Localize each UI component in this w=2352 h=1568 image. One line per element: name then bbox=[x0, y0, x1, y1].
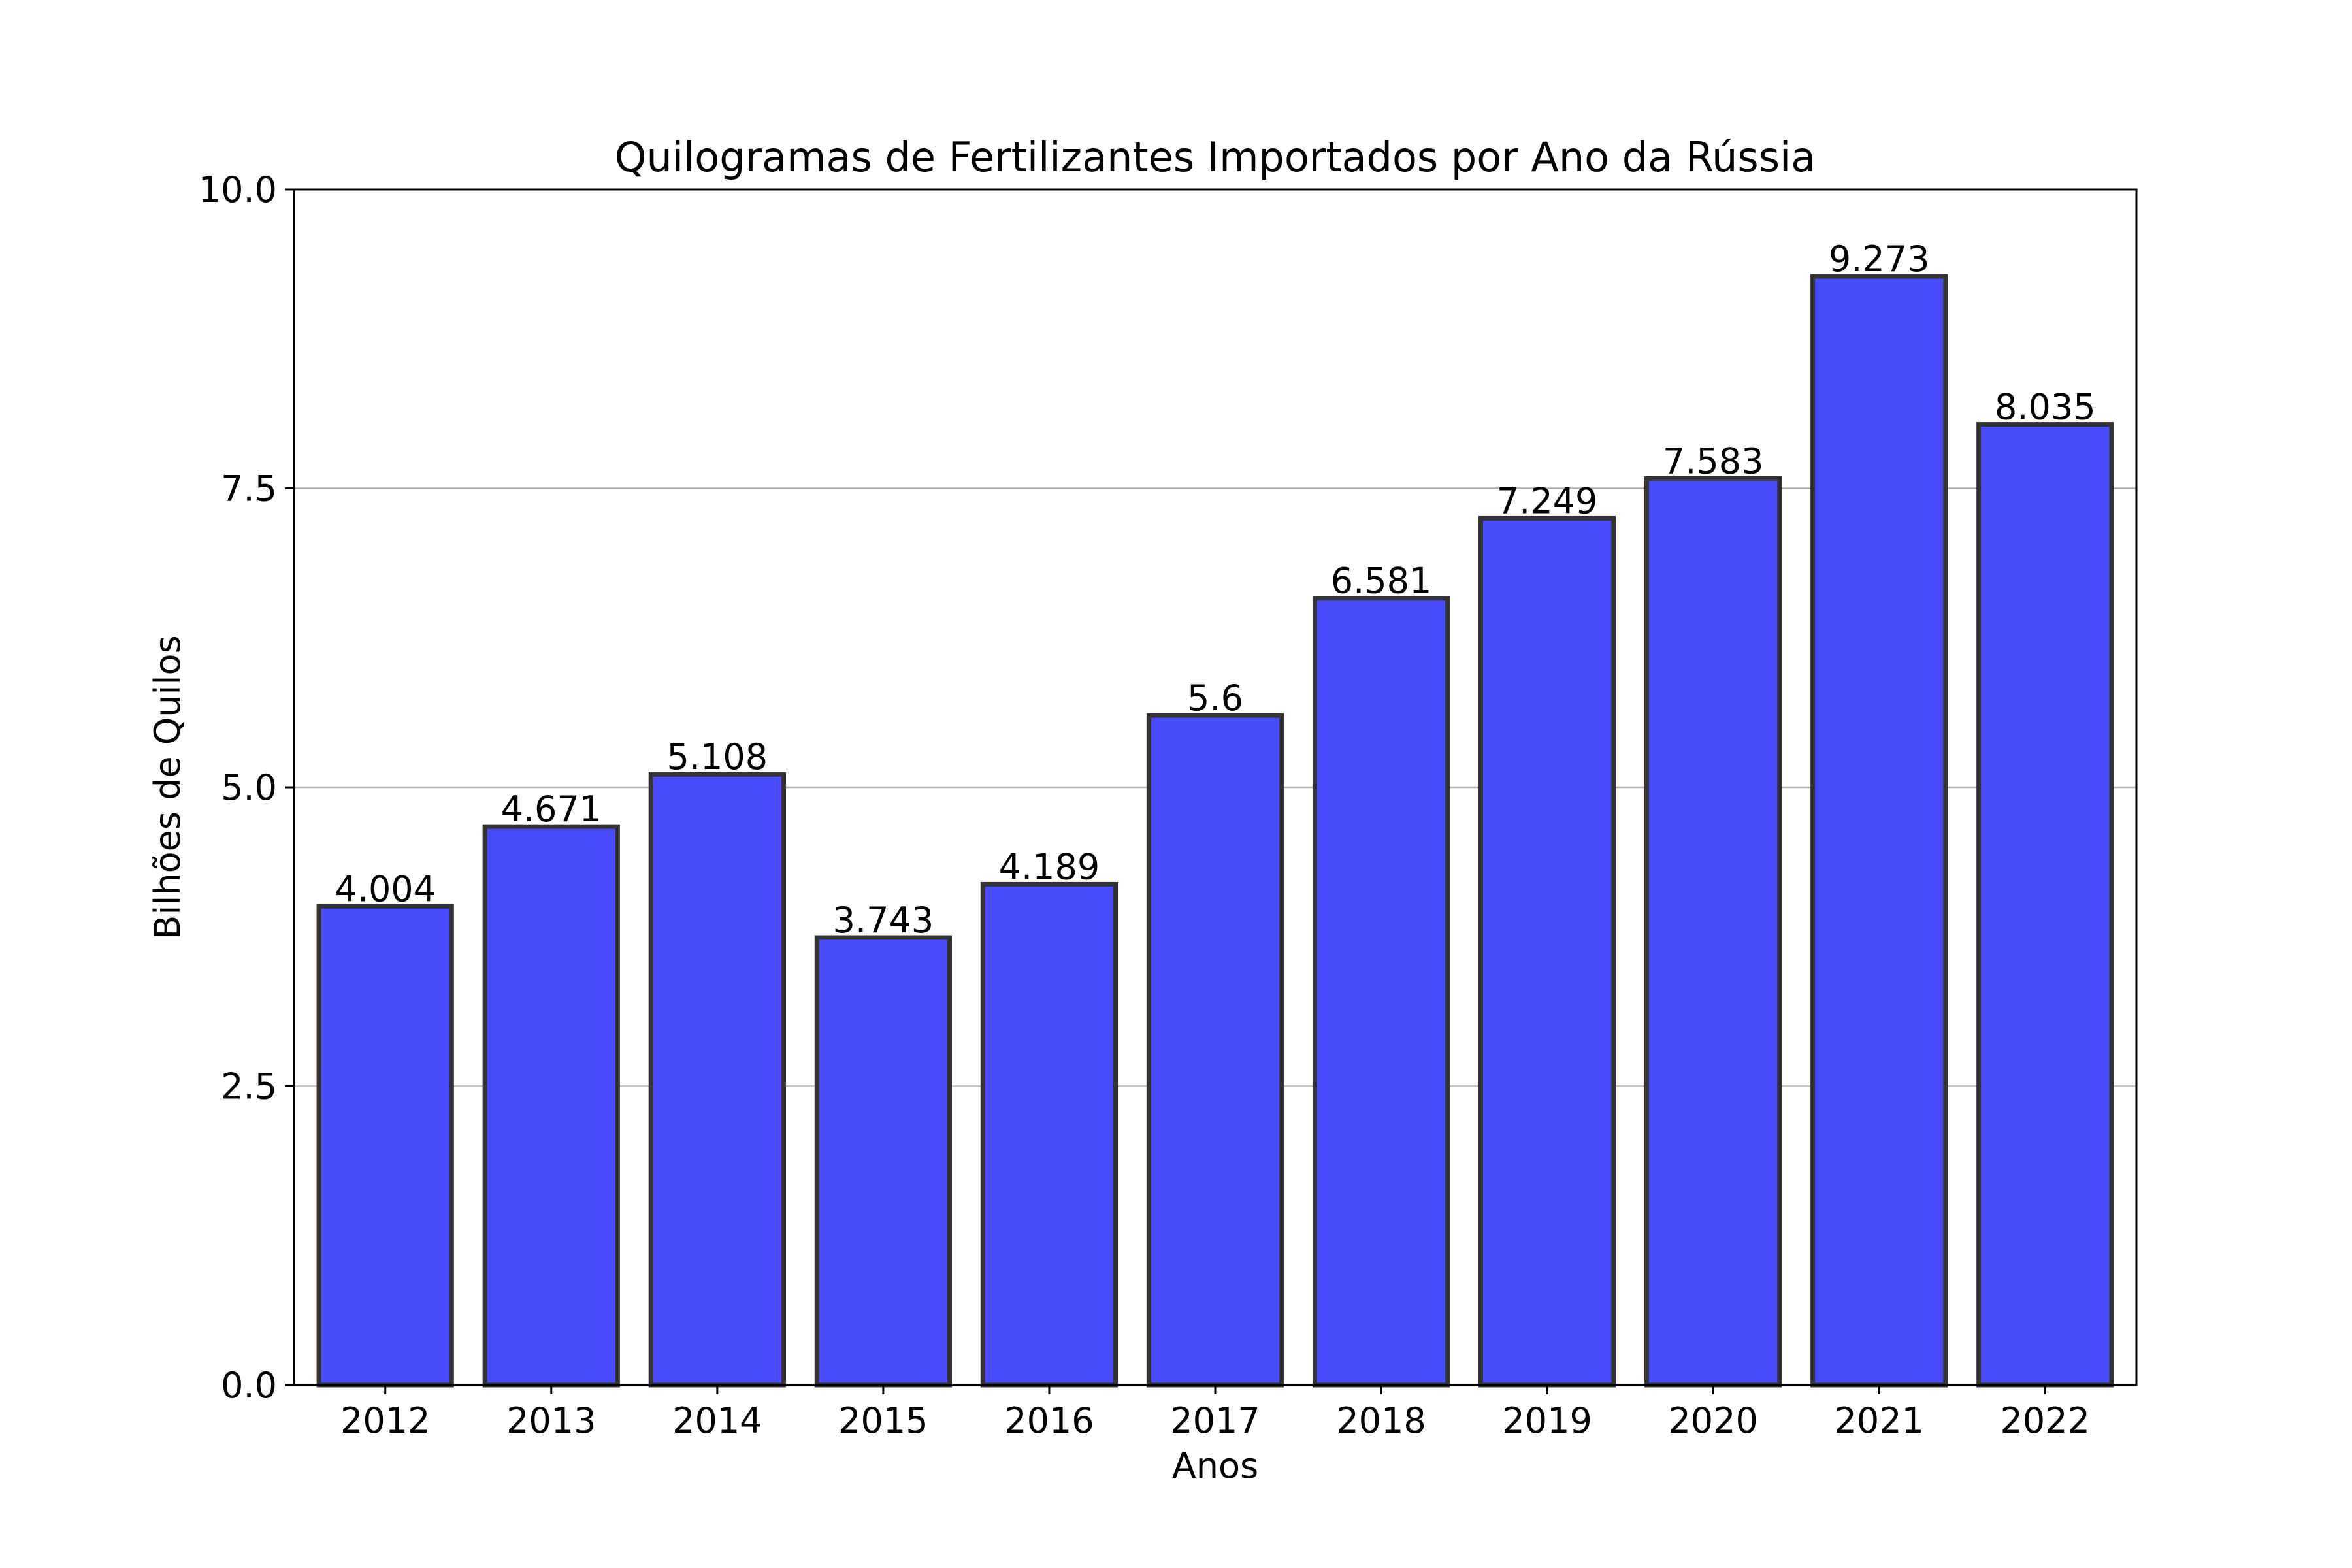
bar-2020 bbox=[1644, 476, 1782, 1388]
bar-2018 bbox=[1312, 596, 1450, 1388]
x-tick-label-2013: 2013 bbox=[506, 1400, 596, 1441]
y-tick-label: 7.5 bbox=[221, 468, 277, 510]
bars bbox=[316, 274, 2114, 1388]
y-tick-label: 0.0 bbox=[221, 1365, 277, 1406]
x-tick-label-2014: 2014 bbox=[672, 1400, 762, 1441]
x-axis-ticks: 2012 2013 2014 2015 2016 2017 2018 2019 2020 2021… bbox=[340, 1385, 2090, 1441]
data-label-2022: 8.035 bbox=[1995, 387, 2096, 428]
data-label-2019: 7.249 bbox=[1497, 480, 1598, 521]
data-label-2017: 5.6 bbox=[1187, 678, 1243, 719]
bar-2013 bbox=[482, 824, 620, 1388]
data-label-2018: 6.581 bbox=[1331, 561, 1432, 602]
data-label-2014: 5.108 bbox=[667, 736, 768, 777]
bar-2012 bbox=[316, 904, 454, 1388]
x-tick-label-2017: 2017 bbox=[1170, 1400, 1260, 1441]
x-tick-label-2016: 2016 bbox=[1004, 1400, 1094, 1441]
data-label-2012: 4.004 bbox=[335, 868, 436, 909]
data-label-2021: 9.273 bbox=[1829, 238, 1930, 280]
y-axis-label: Bilhões de Quilos bbox=[147, 635, 188, 939]
y-tick-label: 5.0 bbox=[221, 767, 277, 808]
chart-title: Quilogramas de Fertilizantes Importados … bbox=[615, 133, 1816, 181]
bar-2021 bbox=[1810, 274, 1948, 1388]
bar-2014 bbox=[648, 772, 786, 1388]
y-tick-label: 10.0 bbox=[199, 169, 277, 210]
bar-2015 bbox=[814, 935, 953, 1388]
x-axis-label: Anos bbox=[1172, 1445, 1258, 1486]
y-tick-label: 2.5 bbox=[221, 1066, 277, 1107]
x-tick-label-2019: 2019 bbox=[1502, 1400, 1592, 1441]
x-tick-label-2018: 2018 bbox=[1336, 1400, 1426, 1441]
bar-2019 bbox=[1478, 515, 1616, 1388]
data-label-2015: 3.743 bbox=[833, 900, 934, 941]
bar-2022 bbox=[1976, 422, 2114, 1388]
bar-2016 bbox=[980, 881, 1119, 1388]
x-tick-label-2022: 2022 bbox=[2001, 1400, 2090, 1441]
bar-2017 bbox=[1146, 713, 1284, 1388]
data-label-2020: 7.583 bbox=[1663, 440, 1764, 482]
data-label-2013: 4.671 bbox=[500, 789, 602, 830]
data-labels: 4.004 4.671 5.108 3.743 4.189 5.6 6.581 7.249 7.… bbox=[335, 238, 2095, 941]
x-tick-label-2012: 2012 bbox=[340, 1400, 430, 1441]
x-tick-label-2020: 2020 bbox=[1668, 1400, 1757, 1441]
x-tick-label-2021: 2021 bbox=[1834, 1400, 1923, 1441]
data-label-2016: 4.189 bbox=[999, 846, 1100, 887]
y-axis-ticks: 0.0 2.5 5.0 7.5 10.0 bbox=[199, 169, 294, 1406]
x-tick-label-2015: 2015 bbox=[838, 1400, 928, 1441]
